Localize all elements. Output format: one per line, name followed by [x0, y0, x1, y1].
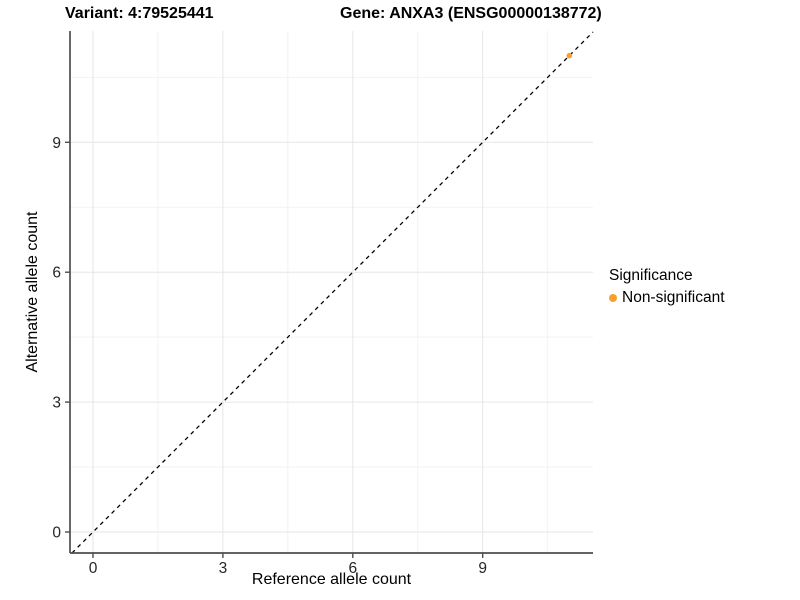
legend: Significance Non-significant: [609, 267, 725, 307]
y-axis-label: Alternative allele count: [24, 211, 41, 373]
y-tick-label: 6: [52, 265, 61, 282]
x-axis-label: Reference allele count: [251, 571, 412, 588]
x-tick-label: 6: [348, 560, 357, 577]
identity-line: [71, 31, 594, 554]
variant-title: Variant: 4:79525441: [65, 5, 214, 22]
y-tick-label: 9: [52, 135, 61, 152]
legend-item-non-significant: Non-significant: [609, 289, 725, 307]
legend-dot-icon: [609, 294, 617, 302]
legend-title: Significance: [609, 267, 693, 284]
legend-item-label: Non-significant: [622, 289, 725, 306]
y-tick-label: 3: [52, 395, 61, 412]
data-point: [566, 52, 573, 59]
gene-title: Gene: ANXA3 (ENSG00000138772): [340, 5, 602, 22]
x-tick-label: 9: [478, 560, 487, 577]
x-tick-label: 3: [219, 560, 228, 577]
y-tick-label: 0: [52, 525, 61, 542]
x-tick-label: 0: [89, 560, 98, 577]
